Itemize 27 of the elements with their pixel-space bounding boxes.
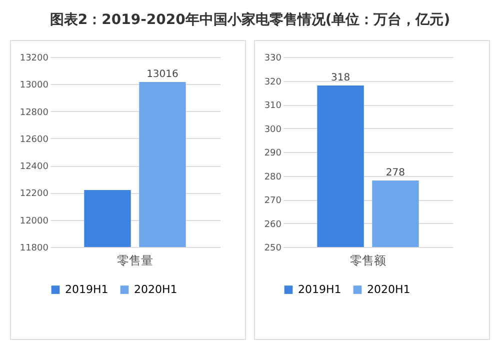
x-tick-label: 零售额 [350, 254, 386, 268]
y-tick-label: 13000 [20, 80, 49, 91]
data-label: 318 [330, 72, 350, 84]
y-tick-label: 13200 [20, 54, 49, 64]
data-label: 278 [386, 168, 406, 178]
data-label: 13016 [146, 68, 178, 80]
y-tick-label: 12800 [20, 108, 49, 118]
y-tick-label: 320 [264, 77, 282, 88]
y-tick-label: 280 [264, 172, 282, 182]
legend-label: 2020H1 [134, 282, 178, 296]
y-tick-label: 270 [264, 196, 282, 206]
y-tick-label: 330 [264, 54, 282, 64]
y-tick-label: 12200 [20, 189, 49, 200]
x-tick-label: 零售量 [117, 254, 153, 268]
y-tick-label: 250 [264, 244, 282, 254]
y-tick-label: 12400 [20, 162, 49, 172]
y-tick-label: 12600 [20, 134, 49, 145]
y-tick-label: 300 [264, 124, 282, 135]
legend-label: 2020H1 [367, 282, 410, 296]
y-tick-label: 260 [264, 220, 282, 230]
legend-label: 2019H1 [298, 282, 342, 296]
legend-label: 2019H1 [65, 282, 108, 296]
y-tick-label: 11800 [20, 244, 49, 254]
y-tick-label: 12000 [20, 216, 49, 226]
y-tick-label: 290 [264, 148, 282, 158]
text: 图表2：2019-2020年中国小家电零售情况(单位：万台，亿元) [48, 10, 452, 30]
y-tick-label: 310 [264, 101, 282, 111]
